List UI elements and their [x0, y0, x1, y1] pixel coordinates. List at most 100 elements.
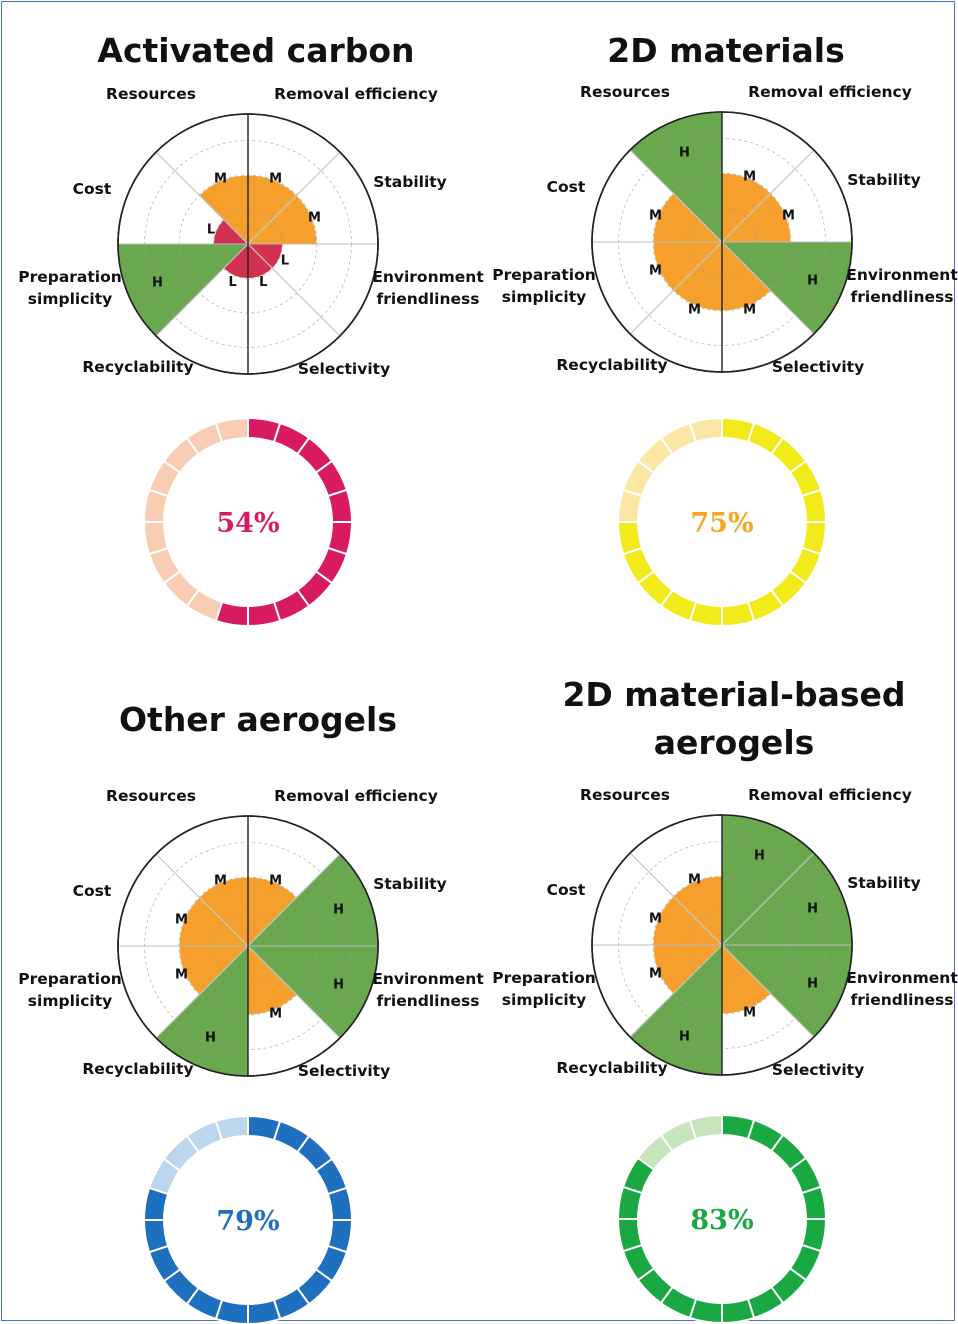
axis-label-preparation-simplicity: Preparation	[492, 266, 596, 284]
radar-panel-2: 2D materials M M H M M M M H Removal efficiency St…	[492, 31, 958, 628]
radar-level-label: M	[782, 208, 795, 223]
donut-segment-filled	[616, 1218, 644, 1253]
axis-label-preparation-simplicity: simplicity	[502, 991, 586, 1009]
score-donut: 83%	[616, 1113, 828, 1324]
radar-spoke	[629, 149, 723, 243]
axis-label-stability: Stability	[847, 874, 921, 892]
axis-label-resources: Resources	[106, 85, 196, 103]
axis-label-cost: Cost	[547, 881, 586, 899]
axis-label-selectivity: Selectivity	[298, 1062, 390, 1080]
donut-segment-empty	[214, 416, 249, 444]
axis-label-environment-friendliness: friendliness	[377, 992, 480, 1010]
radar-level-label: L	[207, 223, 215, 238]
axis-label-resources: Resources	[106, 787, 196, 805]
axis-label-preparation-simplicity: Preparation	[18, 268, 122, 286]
axis-label-environment-friendliness: friendliness	[377, 290, 480, 308]
radar-spoke	[155, 243, 249, 337]
radar-level-label: M	[269, 873, 282, 888]
donut-segment-empty	[688, 1113, 723, 1141]
panel-title: 2D materials	[607, 31, 844, 70]
radar-spoke	[629, 944, 723, 1038]
radar-level-label: M	[308, 210, 321, 225]
score-percentage: 83%	[690, 1205, 753, 1236]
radar-outer-border	[591, 814, 853, 1076]
donut-segment-filled	[616, 521, 644, 556]
radar-level-label: L	[229, 275, 237, 290]
axis-label-removal-efficiency: Removal efficiency	[274, 787, 438, 805]
radar-spoke	[721, 241, 815, 335]
radar-spoke	[629, 852, 723, 946]
radar-spoke	[629, 241, 723, 335]
radar-level-label: H	[807, 274, 818, 289]
axis-label-preparation-simplicity: simplicity	[28, 290, 112, 308]
radar-panel-3: Other aerogels M H H M H M M M Removal efficiency…	[18, 700, 484, 1324]
donut-segment-filled	[800, 488, 828, 523]
axis-label-removal-efficiency: Removal efficiency	[748, 786, 912, 804]
donut-segment-filled	[326, 488, 354, 523]
radar-level-label: H	[679, 1030, 690, 1045]
axis-label-stability: Stability	[847, 171, 921, 189]
radar-level-label: H	[679, 145, 690, 160]
axis-label-recyclability: Recyclability	[556, 356, 667, 374]
donut-segment-filled	[247, 1298, 282, 1324]
donut-segment-filled	[800, 1185, 828, 1220]
radar-level-label: H	[333, 978, 344, 993]
axis-label-recyclability: Recyclability	[556, 1059, 667, 1077]
panel-title: Other aerogels	[119, 700, 397, 739]
axis-label-environment-friendliness: friendliness	[851, 288, 954, 306]
axis-label-selectivity: Selectivity	[772, 1061, 864, 1079]
radar-level-label: M	[649, 264, 662, 279]
radar-spoke	[247, 151, 341, 245]
axis-label-stability: Stability	[373, 875, 447, 893]
score-percentage: 54%	[216, 508, 279, 539]
axis-label-resources: Resources	[580, 786, 670, 804]
axis-label-cost: Cost	[73, 882, 112, 900]
axis-label-environment-friendliness: Environment	[846, 266, 958, 284]
donut-segment-filled	[142, 1219, 170, 1254]
axis-label-selectivity: Selectivity	[298, 360, 390, 378]
axis-label-stability: Stability	[373, 173, 447, 191]
score-percentage: 79%	[216, 1206, 279, 1237]
radar-outer-border	[117, 815, 379, 1077]
radar-spoke	[247, 853, 341, 947]
radar-level-label: M	[743, 1006, 756, 1021]
radar-spoke	[721, 852, 815, 946]
radar-level-label: M	[743, 169, 756, 184]
radar-level-label: H	[205, 1031, 216, 1046]
donut-segment-empty	[214, 1114, 249, 1142]
radar-level-label: M	[688, 872, 701, 887]
axis-label-environment-friendliness: friendliness	[851, 991, 954, 1009]
radar-level-label: M	[649, 967, 662, 982]
axis-label-preparation-simplicity: Preparation	[18, 970, 122, 988]
axis-label-removal-efficiency: Removal efficiency	[274, 85, 438, 103]
radar-outer-border	[117, 113, 379, 375]
radar-level-label: M	[214, 873, 227, 888]
radar-outer-border	[591, 111, 853, 373]
donut-segment-filled	[247, 600, 282, 628]
radar-level-label: M	[214, 171, 227, 186]
radar-level-label: H	[807, 902, 818, 917]
axis-label-preparation-simplicity: simplicity	[502, 288, 586, 306]
donut-segment-filled	[326, 1186, 354, 1221]
radar-spoke	[155, 151, 249, 245]
radar-level-label: H	[807, 977, 818, 992]
donut-segment-filled	[721, 600, 756, 628]
axis-label-resources: Resources	[580, 83, 670, 101]
score-donut: 79%	[142, 1114, 354, 1324]
radar-spoke	[247, 945, 341, 1039]
donut-segment-empty	[142, 521, 170, 556]
radar-level-label: M	[269, 1007, 282, 1022]
score-percentage: 75%	[690, 508, 753, 539]
panel-title: Activated carbon	[97, 31, 414, 70]
axis-label-cost: Cost	[547, 178, 586, 196]
axis-label-selectivity: Selectivity	[772, 358, 864, 376]
radar-panel-4: 2D material-based aerogels H H H M H M M M Removal…	[492, 675, 958, 1324]
radar-level-label: M	[688, 303, 701, 318]
radar-level-label: L	[281, 253, 289, 268]
radar-level-label: M	[175, 912, 188, 927]
radar-level-label: H	[152, 276, 163, 291]
axis-label-preparation-simplicity: simplicity	[28, 992, 112, 1010]
